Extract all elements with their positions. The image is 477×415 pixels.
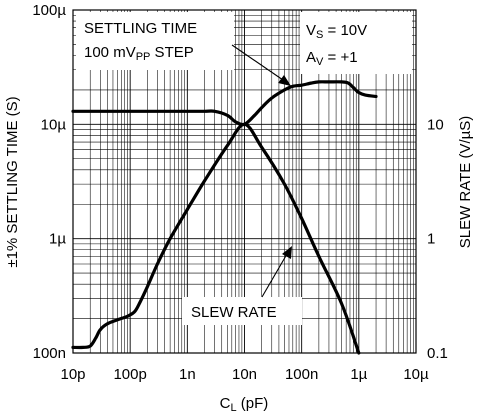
chart-series (71, 80, 378, 355)
plot-frame (72, 9, 417, 354)
x-tick-label: 100p (113, 366, 146, 383)
y-left-tick-label: 10µ (41, 116, 67, 133)
x-tick-label: 1n (179, 366, 196, 383)
x-tick-label: 10n (232, 366, 257, 383)
x-tick-label: 100n (285, 366, 318, 383)
slew-rate-label: SLEW RATE (191, 304, 277, 321)
av-condition: AV = +1 (306, 49, 358, 68)
y-right-axis-label: SLEW RATE (V/µS) (457, 116, 474, 249)
y-right-tick-label: 0.1 (427, 345, 448, 362)
y-left-axis-label: ±1% SETTLING TIME (S) (4, 96, 21, 267)
conditions-box (300, 12, 412, 74)
vs-condition: VS = 10V (306, 22, 367, 41)
y-right-tick-label: 1 (427, 231, 435, 248)
slew-leader-line (261, 253, 288, 298)
settling-time-curve (71, 80, 378, 127)
x-tick-label: 10p (60, 366, 85, 383)
x-tick-label: 10µ (403, 366, 429, 383)
x-axis-label: CL (pF) (220, 395, 269, 414)
settling-leader-line (231, 44, 284, 81)
x-tick-label: 1µ (350, 366, 367, 383)
slew-rate-curve (71, 122, 361, 355)
y-left-tick-label: 100n (33, 345, 66, 362)
slew-arrowhead (282, 246, 292, 259)
settling-label-line2: 100 mVPP STEP (84, 44, 194, 63)
settling-label-line1: SETTLING TIME (84, 20, 197, 37)
slew-label-box (182, 297, 302, 325)
settling-arrowhead (278, 75, 291, 86)
y-left-tick-label: 1µ (49, 231, 66, 248)
settling-label-box (76, 12, 234, 70)
y-right-tick-label: 10 (427, 116, 444, 133)
tick-labels: 10p 100p 1n 10n 100n 1µ 10µ 100n 1µ 10µ 100µ 0.1 1 10 (32, 2, 448, 383)
y-left-tick-label: 100µ (32, 2, 66, 19)
